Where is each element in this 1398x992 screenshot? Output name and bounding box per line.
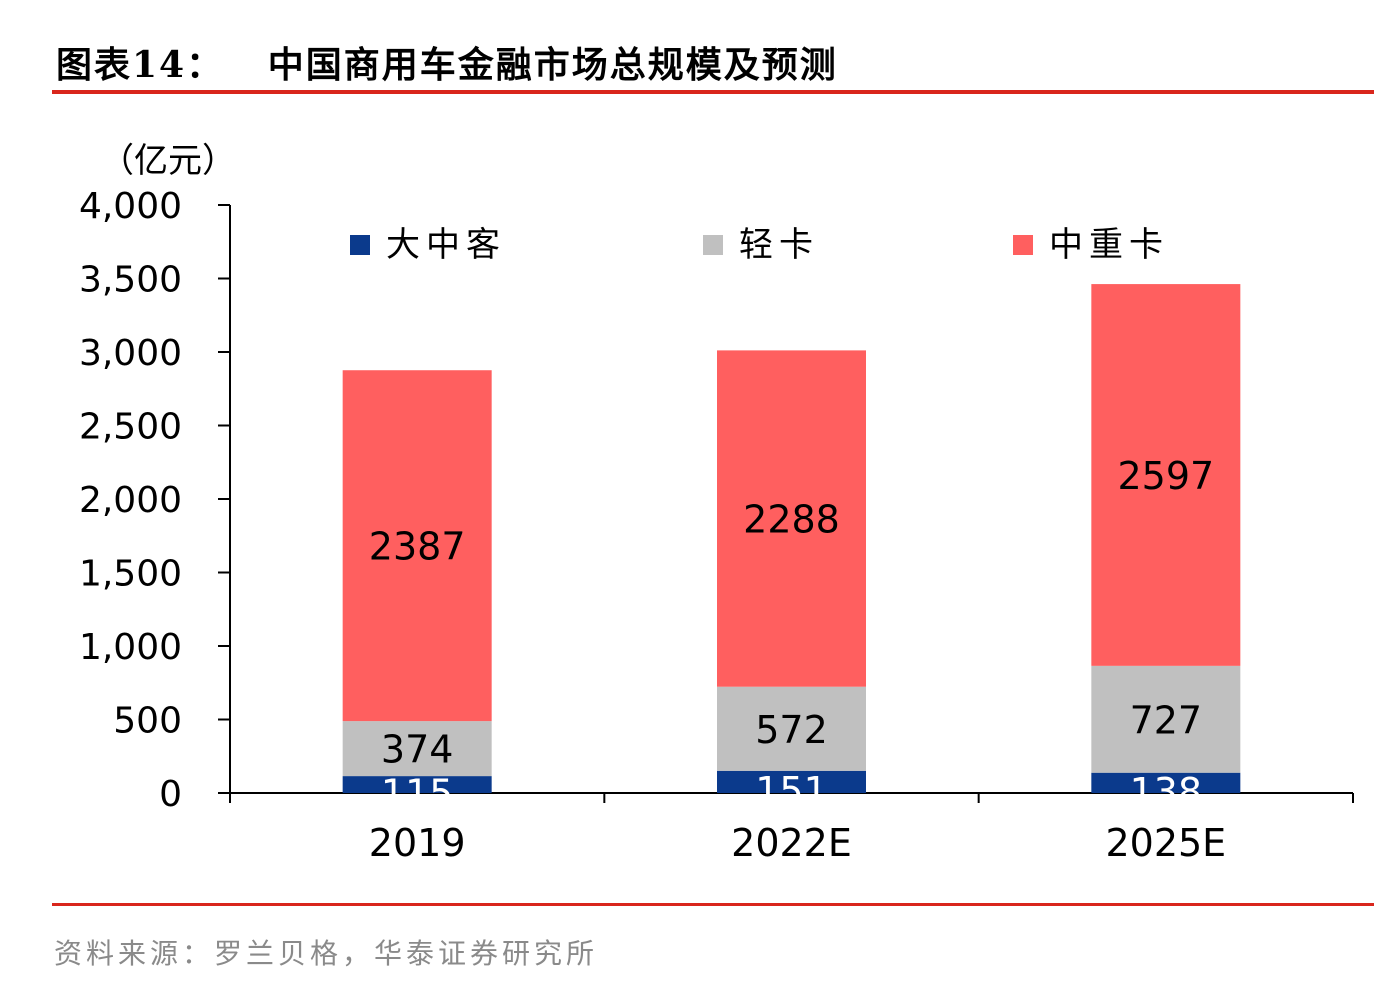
y-tick-label: 3,000 <box>79 333 182 374</box>
x-category-label: 2022E <box>731 821 852 865</box>
legend-label: 大中客 <box>386 225 506 265</box>
data-label: 2288 <box>743 498 840 542</box>
bar-segment <box>717 686 866 771</box>
data-label: 138 <box>1130 770 1203 814</box>
data-label: 2387 <box>369 525 466 569</box>
bar-segment <box>1091 665 1241 773</box>
data-label: 572 <box>755 708 828 752</box>
data-label: 374 <box>381 728 454 772</box>
x-category-label: 2025E <box>1105 821 1226 865</box>
source-note: 资料来源：罗兰贝格，华泰证券研究所 <box>54 937 599 970</box>
legend-swatch <box>1013 235 1033 255</box>
bar-segment <box>342 721 492 777</box>
x-category-label: 2019 <box>369 821 466 865</box>
title-bar: 图表14： 中国商用车金融市场总规模及预测 <box>52 28 1374 94</box>
y-tick-label: 2,500 <box>79 407 182 448</box>
y-tick-label: 4,000 <box>79 186 182 227</box>
legend-label: 中重卡 <box>1049 225 1169 265</box>
y-tick-label: 1,500 <box>79 554 182 595</box>
y-tick-label: 3,500 <box>79 260 182 301</box>
legend-swatch <box>350 235 370 255</box>
bar-segment <box>1091 772 1241 793</box>
bar-segment <box>717 770 866 793</box>
unit-label: （亿元） <box>100 141 236 181</box>
y-tick-label: 500 <box>113 701 182 742</box>
data-label: 2597 <box>1117 454 1214 498</box>
chart-title: 图表14： 中国商用车金融市场总规模及预测 <box>56 44 838 86</box>
y-tick-label: 1,000 <box>79 627 182 668</box>
data-label: 115 <box>381 772 454 816</box>
y-tick-label: 0 <box>159 774 182 815</box>
footer-rule <box>52 903 1374 906</box>
data-label: 727 <box>1130 698 1203 742</box>
legend-label: 轻卡 <box>739 225 819 265</box>
legend-swatch <box>703 235 723 255</box>
bar-segment <box>342 370 492 722</box>
data-label: 151 <box>755 769 828 813</box>
y-tick-label: 2,000 <box>79 480 182 521</box>
bar-segment <box>342 776 492 793</box>
bar-segment <box>1091 284 1241 666</box>
bar-segment <box>717 350 866 687</box>
